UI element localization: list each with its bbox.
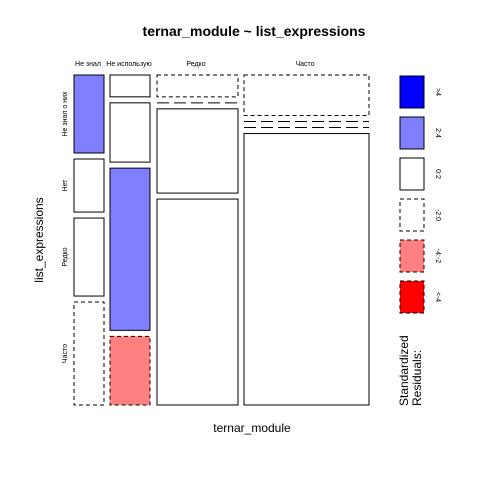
y-axis-title: list_expressions <box>32 197 46 282</box>
x-label-часто: Часто <box>295 61 314 68</box>
cell-редко-редко <box>156 108 239 194</box>
x-label-редко: Редко <box>186 61 205 68</box>
cell-не-знал-не-знал-о-них <box>73 74 105 154</box>
y-category-labels: Не знал о них Нет Редко Часто <box>62 91 69 363</box>
legend-label: -2:0 <box>434 209 441 221</box>
residual-legend: >4 2:4 0:2 -2:0 -4:-2 <-4 <box>399 75 441 314</box>
cell-не-использую-редко <box>109 167 151 331</box>
legend-label: -4:-2 <box>434 249 441 264</box>
cell-редко-не-знал-о-них <box>156 74 239 98</box>
x-label-не-знал: Не знал <box>75 61 101 68</box>
x-axis-title: ternar_module <box>213 421 291 435</box>
cell-не-знал-часто <box>73 301 105 406</box>
legend-swatch-2-0 <box>399 198 425 232</box>
legend-label: >4 <box>434 88 441 96</box>
legend-title: StandardizedResiduals: <box>397 335 424 406</box>
legend-label: 0:2 <box>434 169 441 179</box>
cell-не-использую-нет <box>109 102 151 163</box>
legend-swatch-4 <box>399 280 425 314</box>
cell-часто-часто <box>243 133 370 406</box>
cell-не-знал-нет <box>73 158 105 213</box>
cell-редко-часто <box>156 198 239 406</box>
legend-swatch-4 <box>399 75 425 109</box>
legend-swatch-0-2 <box>399 157 425 191</box>
y-label-нет: Нет <box>62 179 69 192</box>
x-label-не-использую: Не использую <box>106 61 151 68</box>
legend-swatch-2-4 <box>399 116 425 150</box>
y-label-редко: Редко <box>62 247 69 266</box>
cell-не-использую-не-знал-о-них <box>109 74 151 98</box>
cell-не-использую-часто <box>109 335 151 406</box>
cell-часто-не-знал-о-них <box>243 74 370 117</box>
y-label-часто: Часто <box>62 344 69 363</box>
legend-label: 2:4 <box>434 128 441 138</box>
legend-swatch-4-2 <box>399 239 425 273</box>
mosaic-cells <box>73 74 370 406</box>
legend-label: <-4 <box>434 292 441 302</box>
chart-title: ternar_module ~ list_expressions <box>143 23 366 39</box>
x-category-labels: Не знал Не использую Редко Часто <box>75 61 315 68</box>
y-label-не-знал-о-них: Не знал о них <box>62 91 69 137</box>
cell-не-знал-редко <box>73 217 105 297</box>
